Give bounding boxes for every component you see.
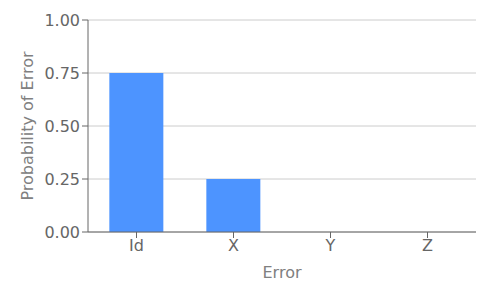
svg-text:Probability of Error: Probability of Error <box>18 51 37 201</box>
svg-text:0.50: 0.50 <box>44 117 80 136</box>
svg-text:Z: Z <box>422 236 433 255</box>
svg-text:0.00: 0.00 <box>44 223 80 242</box>
svg-text:0.25: 0.25 <box>44 170 80 189</box>
svg-text:Y: Y <box>325 236 336 255</box>
svg-text:0.75: 0.75 <box>44 64 80 83</box>
svg-text:X: X <box>228 236 239 255</box>
svg-text:Id: Id <box>129 236 144 255</box>
svg-text:Error: Error <box>263 263 302 282</box>
svg-text:1.00: 1.00 <box>44 11 80 30</box>
